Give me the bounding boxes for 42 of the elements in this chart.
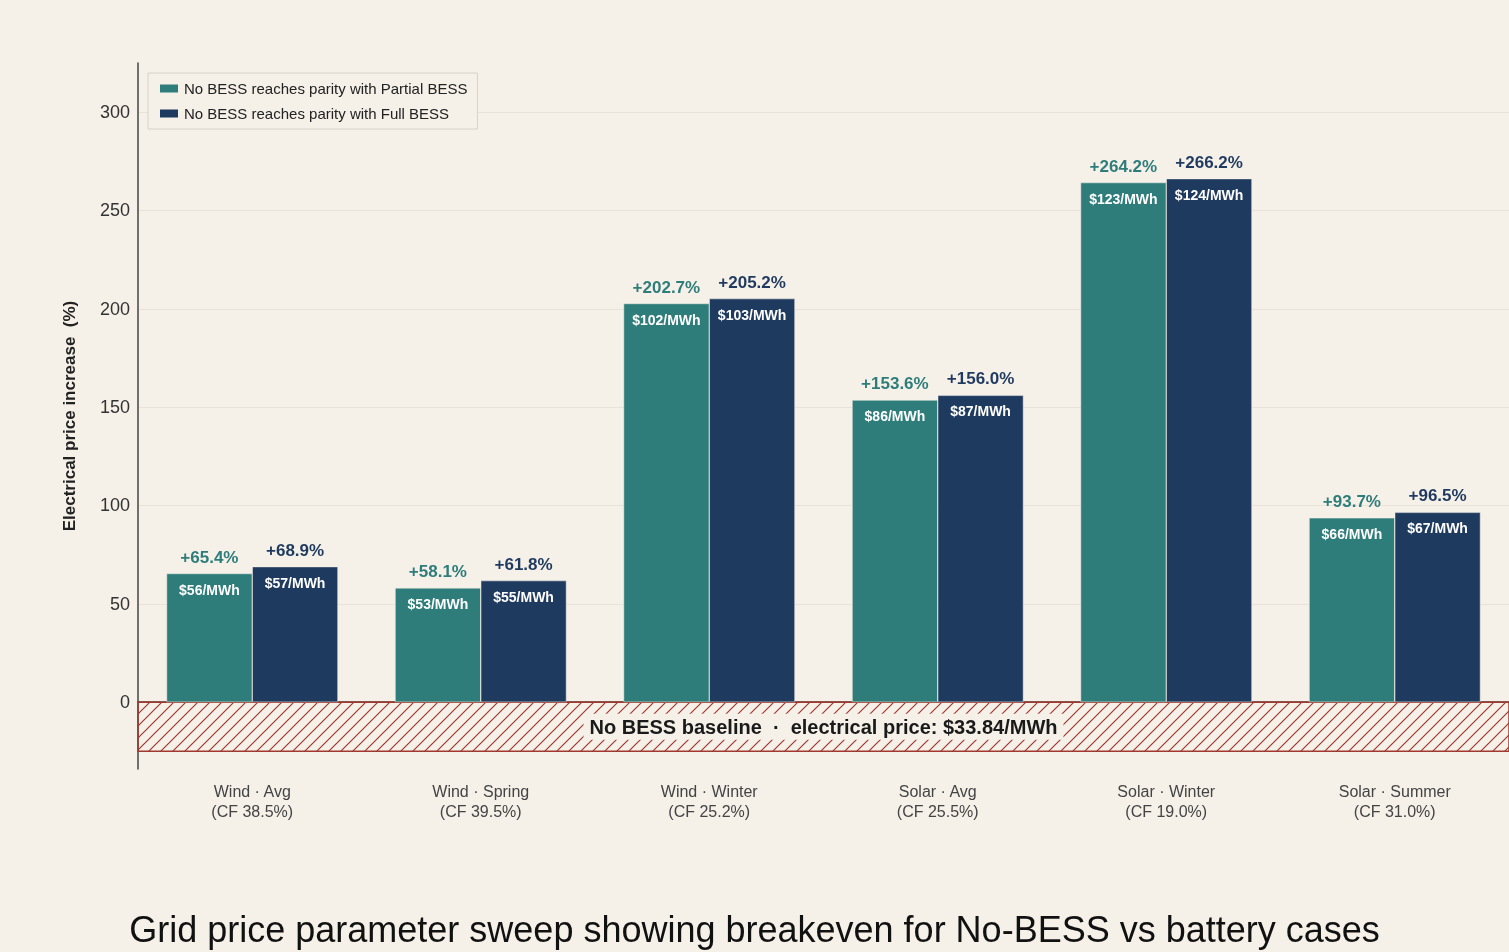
annotation: $53/MWh — [407, 595, 469, 612]
annotation: $124/MWh — [1174, 186, 1244, 203]
text: Grid price parameter sweep showing breakeven for No-BESS vs battery cases — [129, 908, 1380, 950]
x-tick-label: Wind · Winter (CF 25.2%) — [660, 782, 759, 820]
annotation: $103/MWh — [717, 306, 787, 323]
data-label: +264.2% — [1089, 156, 1158, 176]
legend-label: No BESS reaches parity with Partial BESS — [184, 80, 468, 97]
annotation: $102/MWh — [632, 311, 701, 328]
data-label: +61.8% — [494, 554, 553, 574]
x-tick-label: Solar · Summer (CF 31.0%) — [1338, 782, 1452, 820]
y-tick-label: 150 — [99, 397, 130, 418]
data-label: +266.2% — [1175, 152, 1243, 172]
data-label: +65.4% — [180, 547, 239, 567]
y-tick-label: 0 — [119, 692, 130, 713]
x-tick-label: Solar · Avg (CF 25.5%) — [896, 782, 979, 820]
annotation: $55/MWh — [493, 588, 554, 605]
data-label: +202.7% — [632, 277, 701, 297]
x-tick-label: Wind · Avg (CF 38.5%) — [211, 782, 294, 820]
annotation: $87/MWh — [950, 403, 1011, 420]
annotation: $57/MWh — [264, 574, 326, 591]
y-tick-label: 300 — [99, 102, 130, 123]
data-label: +205.2% — [718, 272, 786, 292]
x-tick-label: Wind · Spring (CF 39.5%) — [432, 782, 530, 820]
annotation: $67/MWh — [1407, 520, 1468, 537]
y-tick-label: 50 — [109, 593, 130, 614]
legend-label: No BESS reaches parity with Full BESS — [184, 105, 450, 122]
y-axis-title: Electrical price increase (%) — [60, 300, 79, 532]
data-label: +58.1% — [408, 561, 467, 581]
y-tick-label: 200 — [99, 298, 130, 319]
data-label: +153.6% — [861, 374, 929, 394]
annotation: $56/MWh — [179, 581, 240, 598]
x-tick-label: Solar · Winter (CF 19.0%) — [1117, 782, 1216, 820]
annotation: $86/MWh — [864, 408, 926, 425]
annotation: $66/MWh — [1321, 525, 1383, 542]
data-label: +93.7% — [1322, 491, 1381, 511]
band-label: No BESS baseline · electrical price: $33.84/MWh — [589, 715, 1058, 738]
y-tick-label: 100 — [99, 495, 130, 516]
annotation: $123/MWh — [1089, 190, 1158, 207]
data-label: +156.0% — [946, 369, 1015, 389]
data-label: +96.5% — [1408, 486, 1467, 506]
data-label: +68.9% — [266, 540, 325, 560]
y-tick-label: 250 — [99, 200, 130, 221]
